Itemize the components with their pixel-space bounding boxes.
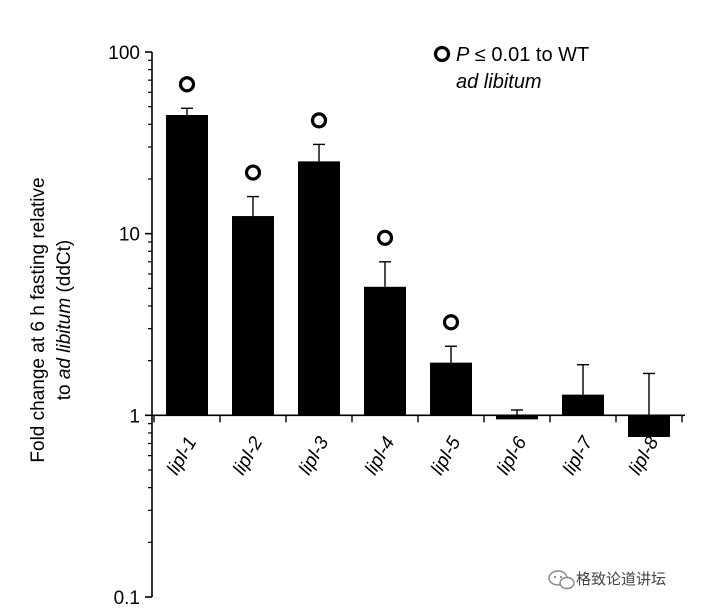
significance-marker-lipl-4 [376, 229, 394, 246]
bar-lipl-3 [298, 161, 340, 416]
bar-lipl-8 [628, 415, 670, 437]
significance-marker-lipl-1 [178, 76, 196, 93]
significance-marker-lipl-5 [442, 314, 460, 331]
significance-marker-lipl-3 [310, 112, 328, 129]
x-axis [152, 414, 685, 423]
y-tick-label: 0.1 [114, 588, 140, 609]
y-tick-label: 100 [108, 43, 140, 64]
category-label-lipl-2: lipl-2 [229, 433, 267, 479]
legend-line2: ad libitum [456, 71, 542, 93]
y-axis: 0.1 1 10 100 [108, 43, 153, 609]
legend-line1-italic: P [456, 44, 470, 66]
legend-line1: P ≤ 0.01 to WT [456, 44, 589, 66]
y-axis-label-suffix: (ddCt) [54, 240, 75, 298]
category-label-lipl-4: lipl-4 [361, 433, 399, 478]
category-label-lipl-5: lipl-5 [427, 433, 465, 479]
y-axis-label-italic: ad libitum [54, 298, 75, 379]
category-label-lipl-1: lipl-1 [163, 433, 201, 478]
legend-line1-rest: ≤ 0.01 to WT [469, 44, 589, 66]
category-label-lipl-6: lipl-6 [493, 433, 531, 479]
bar-lipl-2 [232, 216, 274, 416]
y-axis-label: Fold change at 6 h fasting relative to a… [28, 177, 75, 462]
category-labels: lipl-1 lipl-2 lipl-3 lipl-4 lipl-5 lipl-6 lipl… [163, 432, 663, 478]
y-tick-label: 10 [119, 225, 140, 246]
significance-marker-lipl-2 [244, 164, 262, 181]
bar-lipl-7 [562, 394, 604, 416]
y-axis-label-line1: Fold change at 6 h fasting relative [28, 177, 49, 462]
bar-lipl-4 [364, 286, 406, 416]
wechat-icon [548, 570, 575, 590]
legend: P ≤ 0.01 to WT ad libitum [433, 44, 589, 93]
y-tick-label: 1 [129, 406, 140, 427]
svg-text:Fold change at 6 h fasting rel: Fold change at 6 h fasting relative [28, 177, 49, 462]
category-label-lipl-3: lipl-3 [295, 433, 333, 479]
bars-group [166, 76, 670, 437]
svg-text:to ad libitum (ddCt): to ad libitum (ddCt) [54, 240, 75, 401]
legend-marker-icon [433, 45, 451, 63]
bar-lipl-5 [430, 362, 472, 416]
y-axis-label-prefix: to [54, 379, 75, 400]
category-label-lipl-8: lipl-8 [625, 433, 663, 479]
watermark-text: 格致论道讲坛 [576, 571, 666, 588]
category-label-lipl-7: lipl-7 [559, 432, 598, 478]
bar-lipl-1 [166, 114, 208, 416]
watermark: 格致论道讲坛 [548, 570, 666, 590]
bar-lipl-6 [496, 415, 538, 420]
